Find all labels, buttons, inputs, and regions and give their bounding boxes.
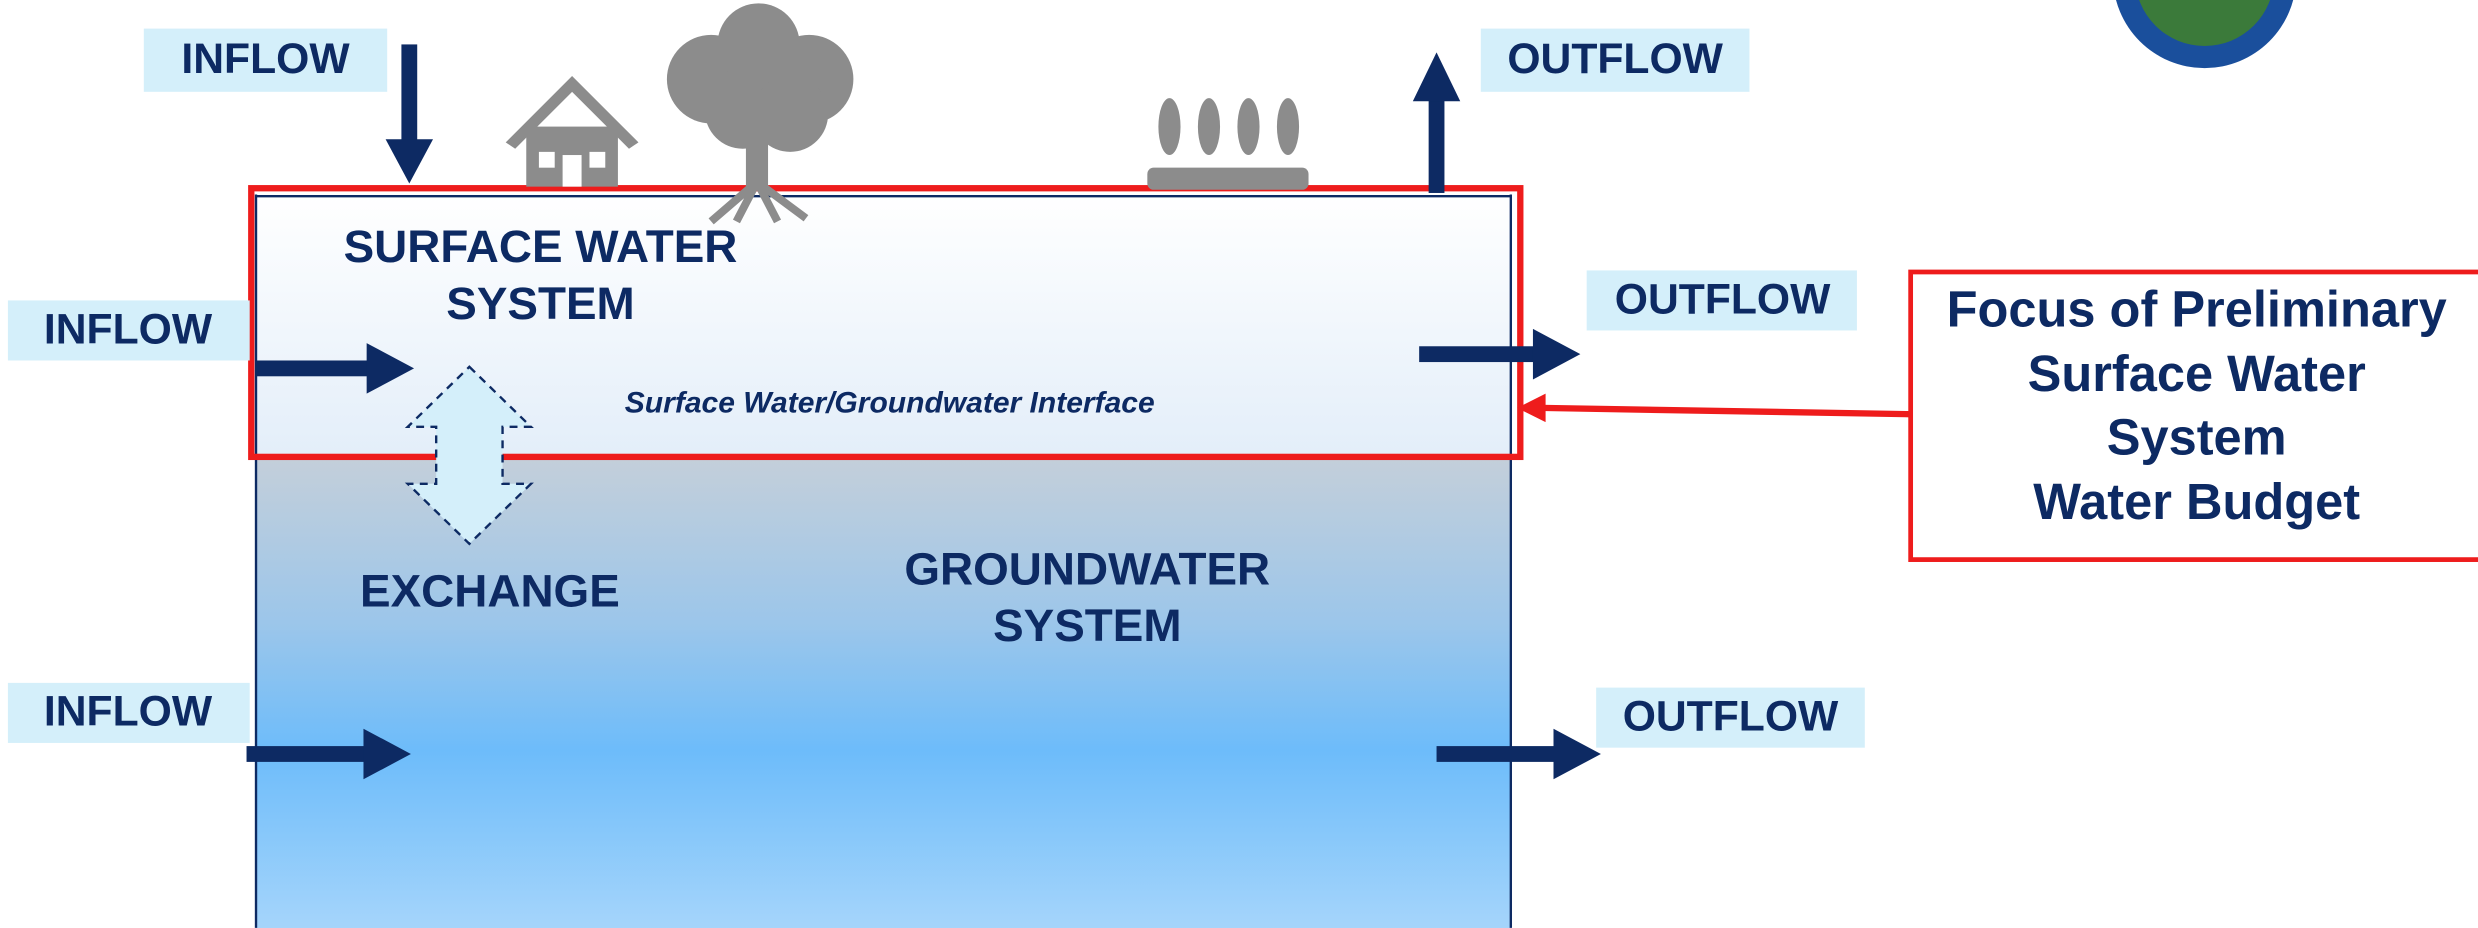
surface-water-label: SYSTEM	[446, 278, 634, 329]
groundwater-label: GROUNDWATER	[904, 543, 1270, 594]
exchange-label: EXCHANGE	[360, 565, 620, 616]
page: INFLOW INFLOW INFLOW OUTFLOW OUTFLOW OUT…	[0, 0, 2478, 928]
outflow-label: OUTFLOW	[1615, 275, 1831, 323]
crops-icon	[1147, 98, 1308, 190]
outflow-label: OUTFLOW	[1507, 35, 1723, 83]
surface-water-label: SURFACE WATER	[344, 221, 738, 272]
diagram: INFLOW INFLOW INFLOW OUTFLOW OUTFLOW OUT…	[0, 0, 2478, 928]
groundwater-label: SYSTEM	[993, 600, 1181, 651]
groundwater-zone	[256, 457, 1511, 928]
inflow-label: INFLOW	[44, 305, 213, 353]
focus-text: Focus of Preliminary	[1947, 280, 2447, 337]
interface-label: Surface Water/Groundwater Interface	[625, 387, 1155, 420]
house-icon	[506, 76, 639, 187]
inflow-label: INFLOW	[181, 35, 350, 83]
focus-text: Surface Water	[2028, 345, 2366, 402]
outflow-label: OUTFLOW	[1623, 692, 1839, 740]
inflow-label: INFLOW	[44, 688, 213, 736]
focus-text: System	[2107, 408, 2287, 465]
focus-pointer	[1541, 408, 1911, 414]
focus-text: Water Budget	[2033, 473, 2360, 530]
